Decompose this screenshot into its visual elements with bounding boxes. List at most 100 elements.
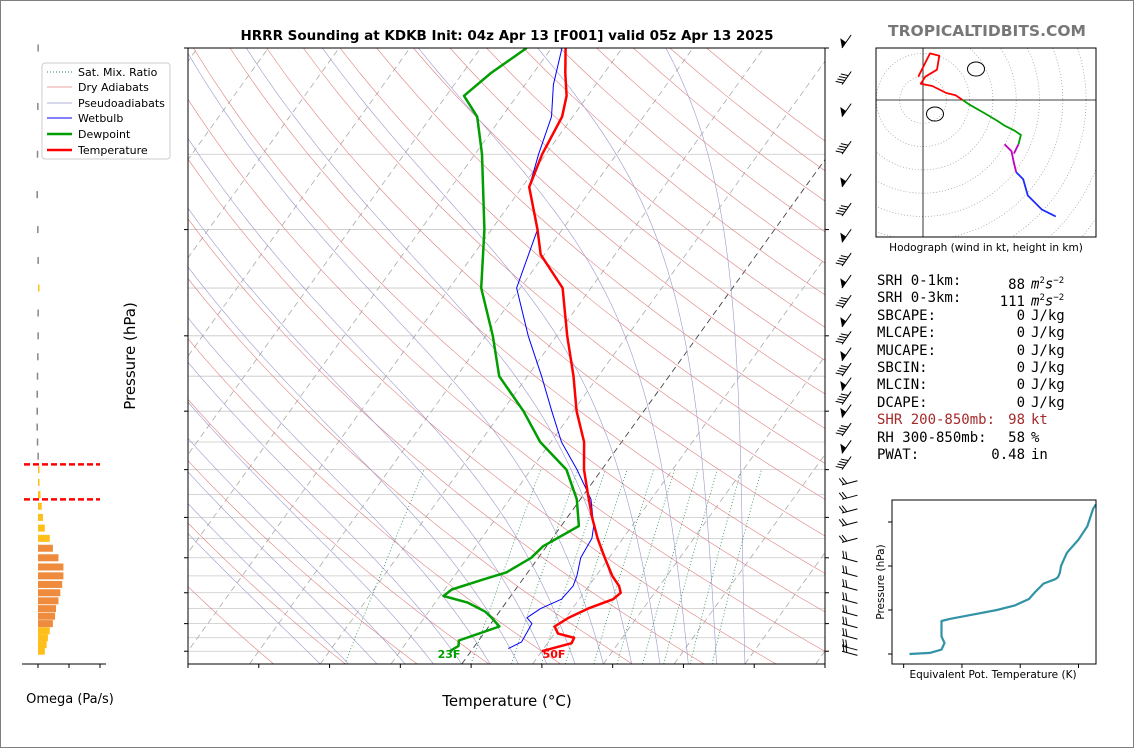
param-row: SBCIN: 0 J/kg (877, 360, 1087, 377)
mixing-ratio-line (689, 469, 742, 664)
isotherm-line (461, 158, 825, 664)
wind-barb-feather (837, 210, 845, 213)
wind-barb (840, 377, 852, 392)
theta-e-curve (909, 503, 1097, 656)
wind-barb-feather (837, 429, 845, 433)
moist-adiabat-line (246, 48, 632, 664)
hodograph-marker-circle (926, 106, 944, 122)
omega-bar (38, 513, 43, 521)
wind-barb-feather (837, 338, 845, 341)
wind-barb-flag (840, 443, 847, 454)
dry-adiabat-line (188, 278, 633, 664)
wind-barb-staff (841, 598, 858, 604)
dry-adiabat-line (339, 48, 825, 464)
param-value: 58 (1008, 429, 1025, 446)
param-label: SBCIN: (877, 359, 928, 376)
dry-adiabat-line (188, 98, 825, 652)
wind-barb-staff (841, 34, 852, 49)
wind-barb (841, 644, 858, 656)
param-label: RH 300-850mb: (877, 429, 987, 446)
wind-barb (835, 294, 852, 309)
wind-barb-feather (835, 465, 844, 469)
theta-e-y-label: Pressure (hPa) (875, 544, 887, 619)
wind-barb-staff (841, 623, 858, 629)
theta-e-ticks (888, 521, 1080, 668)
omega-bar (38, 597, 59, 605)
isotherm-line (249, 48, 694, 664)
moist-adiabat-line (418, 48, 689, 664)
omega-bar (37, 44, 39, 52)
wind-barb (835, 252, 852, 267)
wind-barb-feather (842, 565, 845, 573)
omega-bar (38, 620, 53, 628)
wind-barb-feather (840, 425, 849, 428)
omega-bar (37, 332, 39, 340)
wind-barb-feather (839, 427, 847, 431)
theta-e-frame (891, 499, 1097, 665)
wind-barb-feather (842, 644, 845, 652)
wind-barb-feather (835, 212, 844, 216)
wind-barb-feather (845, 605, 848, 614)
wind-barb (840, 274, 852, 289)
param-value-group: 0 J/kg (1017, 308, 1087, 325)
wind-barb (841, 627, 858, 640)
param-row: SRH 0-3km: 111 m2s−2 (877, 290, 1087, 310)
wind-barb-feather (835, 262, 844, 266)
param-row: RH 300-850mb: 58% (877, 430, 1087, 447)
omega-bar (37, 226, 39, 234)
wind-barb-feather (839, 257, 847, 261)
wind-barb (835, 456, 852, 470)
wind-barb-feather (840, 255, 849, 258)
chart-title: HRRR Sounding at KDKB Init: 04z Apr 13 [… (240, 28, 773, 44)
mixing-ratio-line (642, 469, 699, 664)
wind-barb-flag (840, 177, 847, 188)
wind-barb-staff (841, 391, 852, 405)
dry-adiabat-line (188, 338, 561, 664)
wind-barb-feather (837, 260, 845, 263)
skewt-ticks (184, 47, 829, 668)
wind-barb-feather (845, 639, 848, 648)
mixing-ratio-line (593, 469, 654, 664)
mixing-ratio-line (541, 469, 606, 664)
wind-barb (835, 140, 852, 155)
omega-ticks (37, 664, 101, 668)
mixing-ratio-line (616, 469, 676, 664)
series-temperature (527, 48, 622, 653)
isotherm-line (188, 48, 552, 554)
wind-barb-staff (841, 508, 858, 514)
legend-label-dry-adiabats: Dry Adiabats (78, 81, 149, 94)
wind-barb-feather (840, 205, 849, 208)
wind-barb-staff (841, 611, 858, 617)
param-value: 0 (1016, 342, 1025, 359)
param-unit: % (1031, 429, 1040, 446)
param-value-group: 88 m2s−2 (1008, 273, 1087, 294)
wind-barb-flag (840, 278, 847, 289)
omega-bar (38, 554, 59, 562)
parameter-table: SRH 0-1km: 88 m2s−2 SRH 0-3km: 111 m2s−2 SBCAP… (877, 273, 1087, 464)
wind-barb-feather (839, 335, 847, 339)
omega-bar (37, 309, 39, 317)
wind-barb-flag (840, 106, 847, 117)
wind-barb (835, 391, 852, 405)
wind-barb-feather (839, 207, 847, 211)
hodograph-grid (876, 48, 1096, 237)
wind-barb-staff (841, 228, 852, 243)
wind-barb-feather (835, 304, 844, 308)
wind-barb-feather (837, 78, 845, 82)
param-unit: J/kg (1031, 359, 1065, 376)
wind-barb (838, 505, 858, 514)
wind-barb-staff (841, 103, 852, 118)
hodograph-panel: Hodograph (wind in kt, height in km) (875, 47, 1097, 254)
surface-temperature-label: 50F (543, 648, 566, 661)
omega-bar (38, 580, 63, 588)
wind-barb (840, 228, 852, 243)
wind-barb-flag (840, 381, 847, 391)
hodograph-labels (926, 61, 985, 122)
wind-barb (841, 616, 858, 629)
wind-barb-feather (845, 628, 848, 637)
wind-barb-staff (841, 331, 852, 345)
hodograph-segment (1003, 143, 1018, 173)
wind-barb-staff (841, 140, 852, 155)
omega-bar (36, 390, 38, 398)
wind-barb-feather (838, 506, 845, 513)
